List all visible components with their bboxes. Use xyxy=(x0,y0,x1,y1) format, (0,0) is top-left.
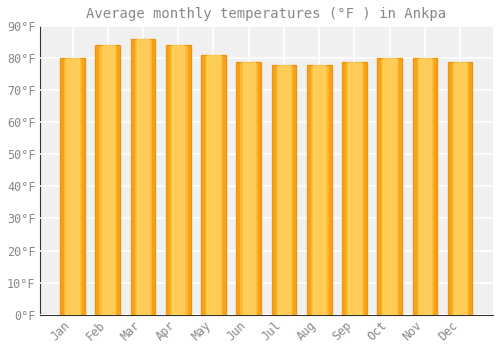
Bar xyxy=(117,46,120,315)
Bar xyxy=(378,58,380,315)
Title: Average monthly temperatures (°F ) in Ankpa: Average monthly temperatures (°F ) in An… xyxy=(86,7,446,21)
Bar xyxy=(384,58,396,315)
Bar xyxy=(223,55,226,315)
Bar xyxy=(448,62,450,315)
Bar xyxy=(137,39,149,315)
Bar xyxy=(166,46,190,315)
Bar xyxy=(130,39,134,315)
Bar xyxy=(364,62,366,315)
Bar xyxy=(278,65,290,315)
Bar xyxy=(60,58,63,315)
Bar xyxy=(236,62,240,315)
Bar xyxy=(236,62,261,315)
Bar xyxy=(130,39,156,315)
Bar xyxy=(470,62,472,315)
Bar xyxy=(258,62,261,315)
Bar xyxy=(242,62,255,315)
Bar xyxy=(307,65,332,315)
Bar xyxy=(208,55,220,315)
Bar xyxy=(448,62,472,315)
Bar xyxy=(348,62,360,315)
Bar xyxy=(418,58,431,315)
Bar xyxy=(454,62,466,315)
Bar xyxy=(294,65,296,315)
Bar xyxy=(96,46,120,315)
Bar xyxy=(66,58,78,315)
Bar xyxy=(60,58,85,315)
Bar xyxy=(166,46,169,315)
Bar xyxy=(201,55,204,315)
Bar xyxy=(342,62,366,315)
Bar xyxy=(412,58,416,315)
Bar xyxy=(434,58,437,315)
Bar xyxy=(201,55,226,315)
Bar xyxy=(313,65,326,315)
Bar xyxy=(378,58,402,315)
Bar xyxy=(399,58,402,315)
Bar xyxy=(342,62,345,315)
Bar xyxy=(188,46,190,315)
Bar xyxy=(102,46,114,315)
Bar xyxy=(412,58,437,315)
Bar xyxy=(172,46,184,315)
Bar xyxy=(82,58,85,315)
Bar xyxy=(272,65,274,315)
Bar xyxy=(307,65,310,315)
Bar xyxy=(328,65,332,315)
Bar xyxy=(96,46,98,315)
Bar xyxy=(152,39,156,315)
Bar xyxy=(272,65,296,315)
